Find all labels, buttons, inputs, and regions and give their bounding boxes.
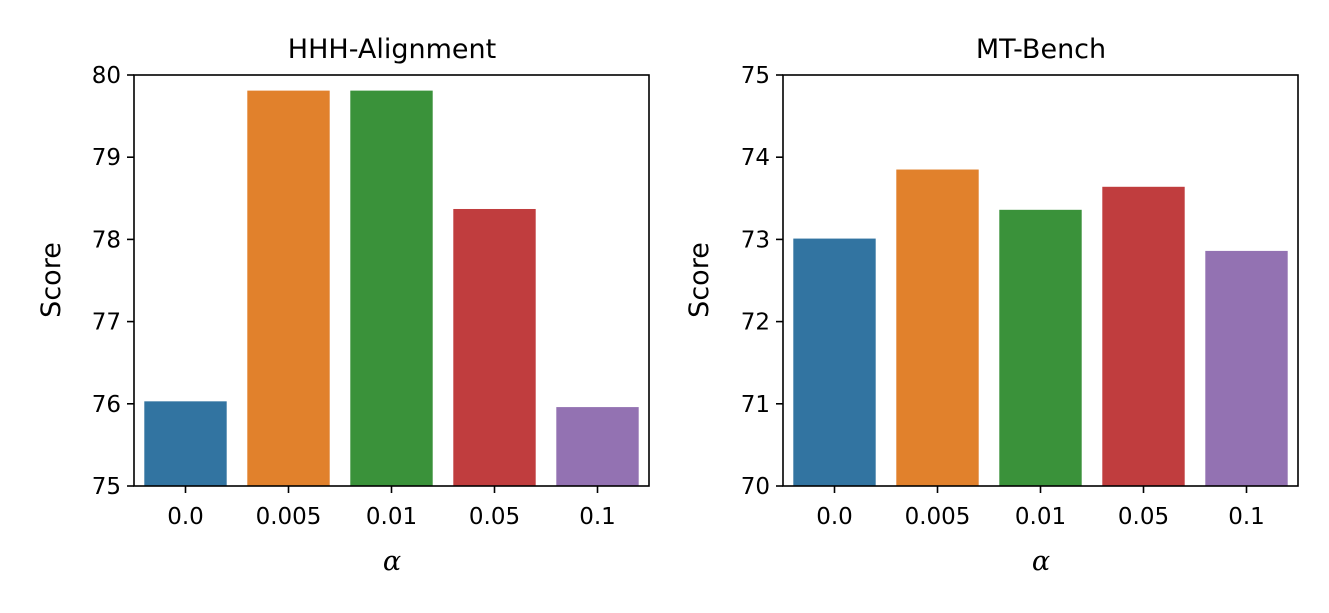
- x-ticks-group: 0.0 0.005 0.01 0.05 0.1: [816, 486, 1265, 530]
- y-tick-label: 79: [92, 145, 121, 171]
- y-tick-label: 75: [741, 63, 770, 89]
- y-tick-label: 75: [92, 474, 121, 500]
- bars-group: [144, 90, 639, 487]
- x-tick-label: 0.005: [256, 504, 322, 530]
- x-tick-label: 0.01: [1015, 504, 1066, 530]
- bar-0.05: [1102, 186, 1185, 487]
- y-tick-label: 78: [92, 227, 121, 253]
- y-ticks-group: 70 71 72 73 74 75: [741, 63, 783, 500]
- x-tick-label: 0.005: [905, 504, 971, 530]
- y-tick-label: 74: [741, 145, 770, 171]
- bar-0.05: [453, 208, 536, 486]
- y-axis-label: Score: [684, 242, 715, 318]
- bar-0.01: [999, 209, 1082, 487]
- bar-0.0: [144, 401, 227, 486]
- bar-0.1: [556, 407, 639, 486]
- y-tick-label: 76: [92, 392, 121, 418]
- chart-hhh-alignment: HHH-Alignment Score α 0.0 0.005 0.01 0.05 0.…: [36, 34, 650, 577]
- bar-0.1: [1205, 250, 1288, 486]
- y-tick-label: 80: [92, 63, 121, 89]
- plot-frame: [782, 74, 1299, 487]
- bar-0.0: [793, 238, 876, 486]
- x-tick-label: 0.01: [366, 504, 417, 530]
- y-tick-label: 73: [741, 227, 770, 253]
- x-tick-label: 0.0: [167, 504, 204, 530]
- y-tick-label: 70: [741, 474, 770, 500]
- x-tick-label: 0.0: [816, 504, 853, 530]
- x-ticks-group: 0.0 0.005 0.01 0.05 0.1: [167, 486, 616, 530]
- chart-title: MT-Bench: [976, 34, 1106, 65]
- y-axis-label: Score: [36, 242, 67, 318]
- chart-mt-bench: MT-Bench Score α 0.0 0.005 0.01 0.05 0.1 707…: [684, 34, 1299, 577]
- bar-0.01: [350, 90, 433, 487]
- y-tick-label: 77: [92, 310, 121, 336]
- bar-0.005: [247, 90, 330, 487]
- plot-frame: [133, 74, 650, 487]
- chart-title: HHH-Alignment: [288, 34, 496, 65]
- x-tick-label: 0.1: [1228, 504, 1265, 530]
- y-tick-label: 71: [741, 392, 770, 418]
- x-axis-label: α: [383, 546, 401, 577]
- x-tick-label: 0.05: [469, 504, 520, 530]
- y-tick-label: 72: [741, 310, 770, 336]
- x-tick-label: 0.05: [1118, 504, 1169, 530]
- x-axis-label: α: [1032, 546, 1050, 577]
- x-tick-label: 0.1: [579, 504, 616, 530]
- bar-0.005: [896, 169, 979, 486]
- y-ticks-group: 75 76 77 78 79 80: [92, 63, 134, 500]
- bars-group: [793, 169, 1288, 487]
